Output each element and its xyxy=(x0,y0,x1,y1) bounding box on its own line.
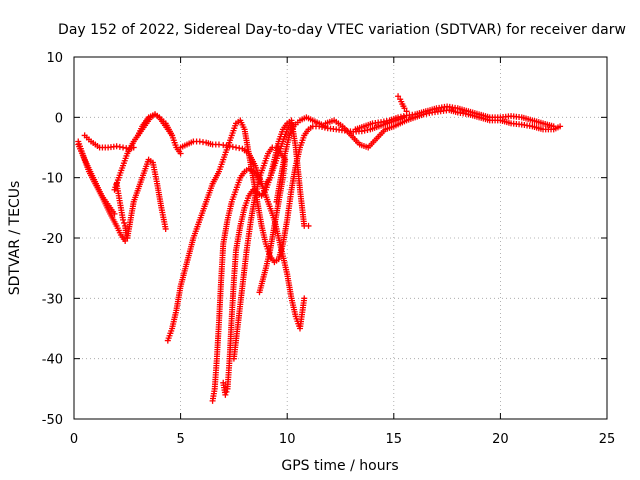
data-point-interp xyxy=(223,388,230,395)
series-track-10 xyxy=(220,117,312,398)
data-point xyxy=(222,391,229,398)
data-point xyxy=(395,93,402,100)
y-tick-label: -40 xyxy=(42,353,63,368)
series-track-5 xyxy=(113,180,131,241)
data-point-interp xyxy=(121,219,128,226)
series-track-9 xyxy=(209,120,295,404)
series-track-2 xyxy=(75,138,118,217)
data-point xyxy=(403,108,410,115)
series-track-11 xyxy=(230,144,289,362)
y-tick-label: -50 xyxy=(42,413,63,428)
data-point xyxy=(120,216,127,223)
y-axis-label: SDTVAR / TECUs xyxy=(7,181,23,296)
y-tick-label: 10 xyxy=(46,51,63,66)
data-point xyxy=(162,225,169,232)
x-tick-label: 25 xyxy=(599,432,616,447)
series-track-16 xyxy=(395,93,410,115)
data-point xyxy=(550,123,557,130)
y-tick-label: -10 xyxy=(42,172,63,187)
chart-title: Day 152 of 2022, Sidereal Day-to-day VTE… xyxy=(58,22,626,38)
data-point xyxy=(124,235,131,241)
x-axis-label: GPS time / hours xyxy=(281,458,398,474)
y-tick-label: 0 xyxy=(55,111,63,126)
series-track-3 xyxy=(81,132,137,152)
data-point xyxy=(401,105,408,112)
y-tick-label: -20 xyxy=(42,232,63,247)
series-track-13 xyxy=(273,114,329,205)
x-tick-label: 15 xyxy=(386,432,403,447)
data-series-group xyxy=(75,93,564,404)
axis-ticks: 0 5 10 15 20 25 -50 -40 -30 -20 -10 0 10 xyxy=(42,51,616,447)
data-point xyxy=(557,123,564,130)
y-tick-label: -30 xyxy=(42,292,63,307)
x-tick-label: 5 xyxy=(176,432,184,447)
data-point xyxy=(122,238,129,245)
series-track-6 xyxy=(134,111,184,157)
series-track-15 xyxy=(352,103,557,133)
data-point xyxy=(301,295,308,302)
data-point xyxy=(305,222,312,229)
x-tick-label: 0 xyxy=(70,432,78,447)
x-tick-label: 20 xyxy=(492,432,509,447)
data-point xyxy=(177,150,184,157)
data-point xyxy=(123,231,130,238)
x-tick-label: 10 xyxy=(279,432,296,447)
data-point xyxy=(111,210,118,217)
